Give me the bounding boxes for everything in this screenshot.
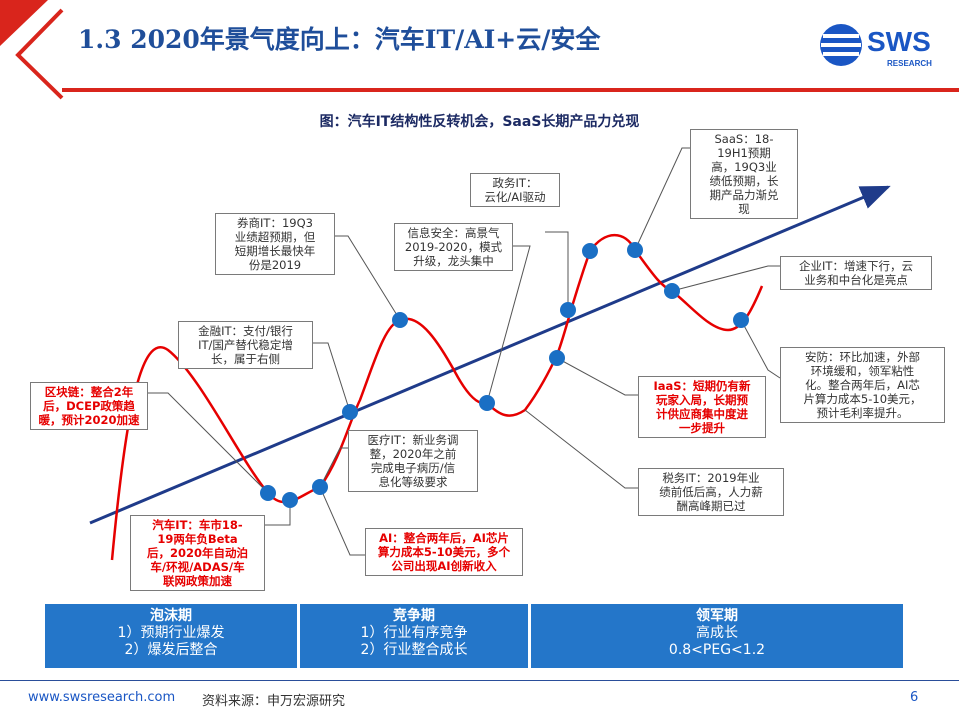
stage-line: 2）爆发后整合 (124, 642, 218, 658)
dot (582, 243, 598, 259)
sws-logo: SWS RESEARCH (817, 20, 943, 70)
sws-logo-icon (820, 24, 862, 66)
annotation-auto-it: 汽车IT：车市18- 19两年负Beta 后，2020年自动泊 车/环视/ADAS/车… (130, 515, 265, 591)
dot (342, 404, 358, 420)
dot (733, 312, 749, 328)
stage-line: 1）行业有序竞争 (360, 625, 468, 641)
dot (479, 395, 495, 411)
dot (260, 485, 276, 501)
connectors (148, 147, 781, 556)
footer-source: 资料来源：申万宏源研究 (202, 694, 346, 709)
annotation-ai: AI：整合两年后，AI芯片 算力成本5-10美元，多个 公司出现AI创新收入 (365, 528, 523, 576)
footer-url-link[interactable]: www.swsresearch.com (28, 690, 176, 705)
stage-line: 2）行业整合成长 (360, 642, 468, 658)
dot (627, 242, 643, 258)
stage-line: 1）预期行业爆发 (117, 625, 225, 641)
dot (664, 283, 680, 299)
stage-title: 泡沫期 (150, 608, 192, 624)
slide-title: 1.3 2020年景气度向上：汽车IT/AI+云/安全 (78, 25, 601, 54)
annotation-broker-it: 券商IT：19Q3 业绩超预期，但 短期增长最快年 份是2019 (215, 213, 335, 275)
annotation-medical-it: 医疗IT：新业务调 整，2020年之前 完成电子病历/信 息化等级要求 (348, 430, 478, 492)
annotation-infosec: 信息安全：高景气 2019-2020，模式 升级，龙头集中 (394, 223, 513, 271)
cycle-curve (110, 234, 764, 561)
annotation-security: 安防：环比加速，外部 环境缓和，领军粘性 化。整合两年后，AI芯 片算力成本5-10美… (780, 347, 945, 423)
dot (560, 302, 576, 318)
annotation-enterprise-it: 企业IT：增速下行，云 业务和中台化是亮点 (780, 256, 932, 290)
stage-line: 高成长 (696, 625, 738, 641)
logo-text: SWS (867, 26, 931, 57)
logo-subtext: RESEARCH (887, 59, 932, 68)
chart-title: 图：汽车IT结构性反转机会，SaaS长期产品力兑现 (319, 114, 640, 130)
annotation-tax-it: 税务IT：2019年业 绩前低后高，人力薪 酬高峰期已过 (638, 468, 784, 516)
header-chevron (15, 8, 64, 100)
annotation-finance-it: 金融IT：支付/银行 IT/国产替代稳定增 长，属于右侧 (178, 321, 313, 369)
annotation-saas: SaaS：18- 19H1预期 高，19Q3业 绩低预期，长 期产品力渐兑现 (690, 129, 798, 219)
footer-divider (0, 680, 959, 681)
header-red-bar (62, 88, 959, 92)
stage-title: 竞争期 (393, 608, 435, 624)
stage-title: 领军期 (696, 608, 738, 624)
trend-arrow (89, 185, 891, 525)
dots (260, 242, 749, 508)
annotation-blockchain: 区块链：整合2年 后，DCEP政策趋 暖，预计2020加速 (30, 382, 148, 430)
header-decoration (0, 0, 959, 100)
annotation-gov-it: 政务IT： 云化/AI驱动 (470, 173, 560, 207)
dot (282, 492, 298, 508)
page-number: 6 (910, 690, 919, 705)
stage-line: 0.8<PEG<1.2 (668, 642, 766, 658)
stage-bubble: 泡沫期 1）预期行业爆发 2）爆发后整合 (45, 604, 297, 668)
header-red-corner (0, 0, 48, 46)
stage-leader: 领军期 高成长 0.8<PEG<1.2 (531, 604, 903, 668)
stage-competition: 竞争期 1）行业有序竞争 2）行业整合成长 (300, 604, 528, 668)
dot (312, 479, 328, 495)
dot (392, 312, 408, 328)
dot (549, 350, 565, 366)
annotation-iaas: IaaS：短期仍有新 玩家入局，长期预 计供应商集中度进 一步提升 (638, 376, 766, 438)
